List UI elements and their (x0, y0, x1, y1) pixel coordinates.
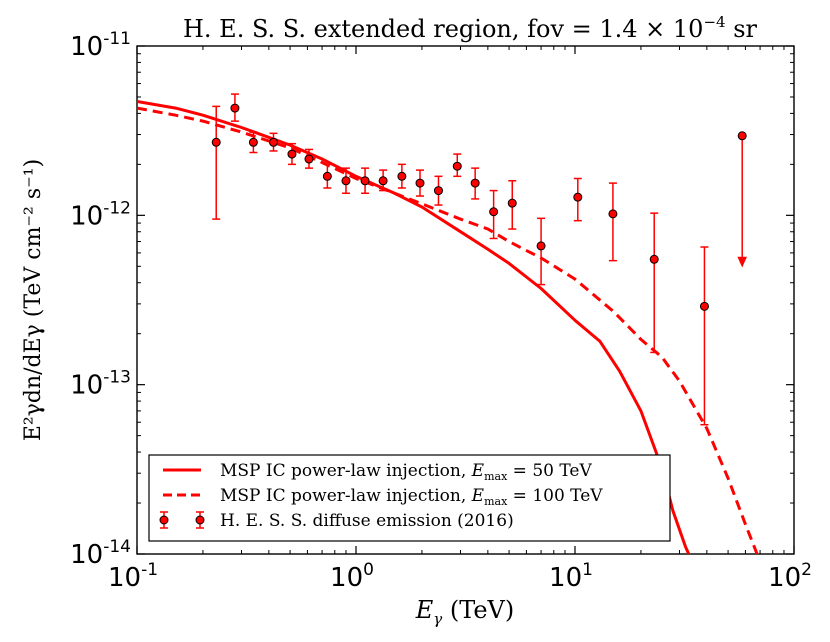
tick-labels: 10-1 100 101 102 10-14 10-13 10-12 10-11 (70, 29, 812, 593)
data-point (287, 149, 297, 159)
y-tick-label: 10-13 (70, 368, 131, 401)
data-point (322, 171, 332, 181)
data-point (211, 137, 221, 147)
y-tick-label: 10-11 (70, 29, 131, 62)
data-point (268, 137, 278, 147)
data-point (489, 207, 499, 217)
data-point (608, 209, 618, 219)
data-point (573, 192, 583, 202)
legend-label-emax-100: MSP IC power-law injection, Emax = 100 T… (220, 486, 603, 508)
y-tick-label: 10-12 (70, 198, 131, 231)
data-point (360, 176, 370, 186)
curve-emax-50 (137, 100, 691, 554)
data-point (649, 254, 659, 264)
hess-data-points (211, 93, 747, 426)
data-point (507, 198, 517, 208)
chart-title: H. E. S. S. extended region, fov = 1.4 ×… (183, 13, 758, 43)
y-tick-label: 10-14 (70, 537, 131, 570)
legend-label-emax-50: MSP IC power-law injection, Emax = 50 Te… (220, 461, 592, 483)
x-tick-label: 10-1 (108, 560, 158, 593)
data-point (452, 161, 462, 171)
data-point (304, 154, 314, 164)
data-point (470, 178, 480, 188)
legend-box (148, 454, 671, 542)
y-axis-label: E²γdn/dEγ (TeV cm⁻² s⁻¹) (21, 159, 46, 441)
x-tick-label: 100 (330, 560, 374, 593)
plot-area (136, 45, 795, 555)
data-point (341, 176, 351, 186)
data-point (433, 186, 443, 196)
data-point (230, 103, 240, 113)
data-point (415, 178, 425, 188)
legend: MSP IC power-law injection, Emax = 50 Te… (148, 454, 671, 542)
data-point (378, 176, 388, 186)
legend-marker (195, 515, 205, 525)
x-axis-label: Eγ (TeV) (415, 596, 515, 628)
data-point (248, 137, 258, 147)
data-point (536, 241, 546, 251)
curve-emax-100 (137, 106, 759, 554)
legend-marker (159, 515, 169, 525)
data-point (699, 301, 709, 311)
upper-limit-arrowhead (737, 256, 747, 268)
model-curves (137, 100, 759, 554)
x-tick-label: 102 (768, 560, 812, 593)
axis-ticks (136, 45, 795, 555)
x-tick-label: 101 (549, 560, 593, 593)
data-point (397, 171, 407, 181)
upper-limit-point (737, 131, 747, 141)
legend-label-hess: H. E. S. S. diffuse emission (2016) (220, 511, 514, 531)
